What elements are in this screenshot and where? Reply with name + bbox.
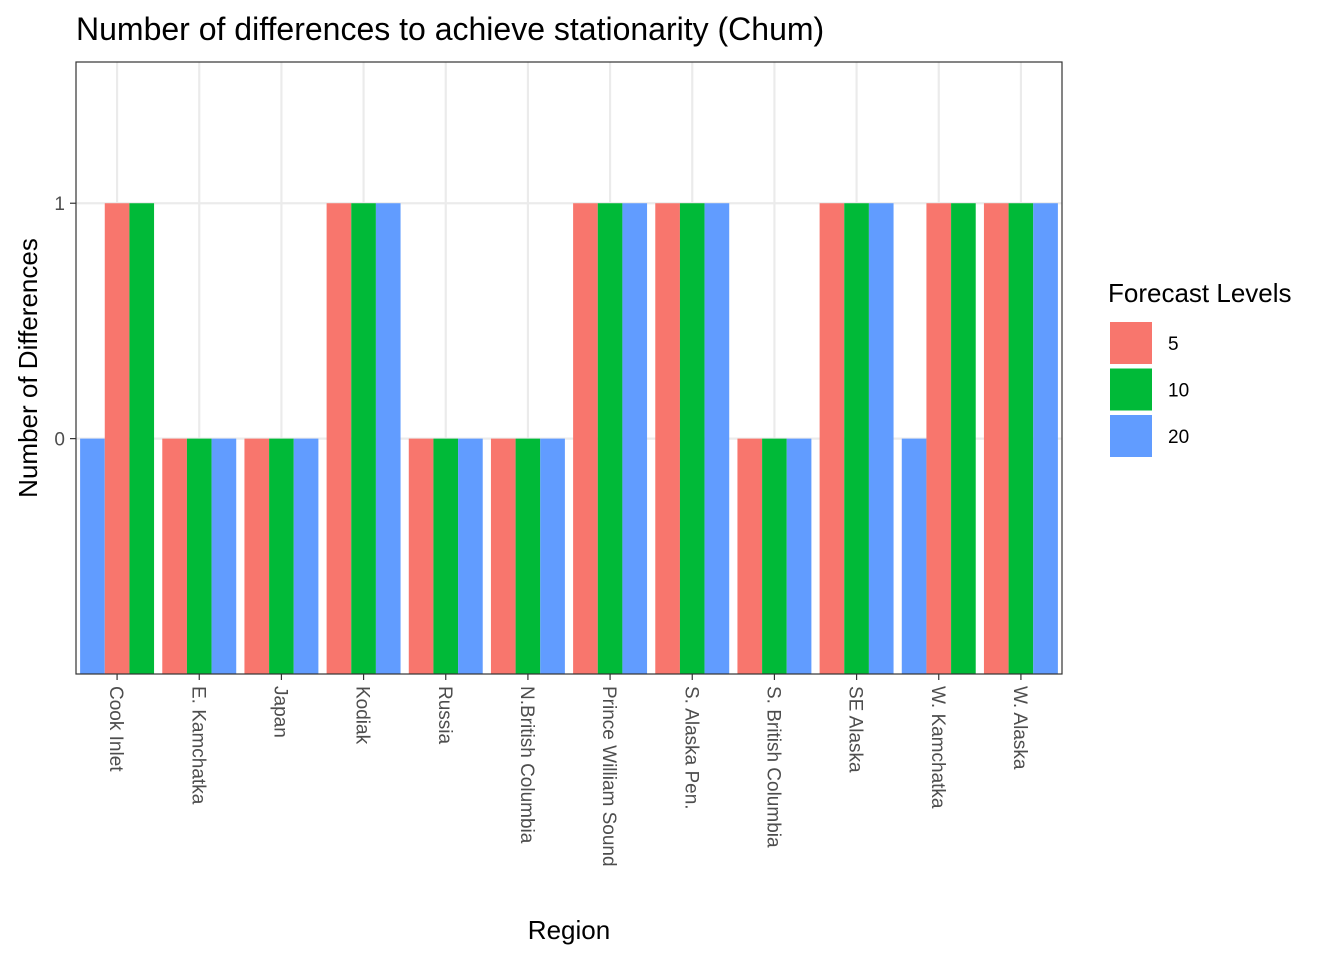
bar (1033, 203, 1058, 674)
y-tick-label: 0 (54, 430, 65, 451)
bar (1008, 203, 1034, 674)
x-tick-label: Russia (434, 686, 455, 745)
bar (926, 203, 952, 674)
bar (622, 203, 648, 674)
bar (375, 203, 401, 674)
x-tick-label: S. Alaska Pen. (680, 686, 701, 810)
legend-key (1110, 368, 1152, 411)
bar (655, 203, 680, 674)
x-tick-label: S. British Columbia (762, 686, 783, 848)
bars (80, 203, 1058, 674)
bar (844, 203, 869, 674)
bar (351, 203, 376, 674)
chart-title: Number of differences to achieve station… (76, 11, 824, 47)
x-tick-label: Prince William Sound (598, 686, 619, 867)
bar (515, 438, 541, 674)
x-tick-label: Kodiak (352, 686, 373, 745)
legend-key (1110, 322, 1152, 364)
legend-label: 20 (1168, 427, 1189, 448)
y-axis-title: Number of Differences (13, 238, 43, 498)
bar (868, 203, 894, 674)
bar (104, 203, 130, 674)
bar (80, 438, 105, 674)
x-tick-label: W. Alaska (1009, 686, 1030, 770)
x-tick-label: SE Alaska (845, 686, 866, 773)
bar (679, 203, 705, 674)
bar (983, 203, 1009, 674)
bar (573, 203, 598, 674)
bar (408, 438, 434, 674)
bar (762, 438, 787, 674)
bar (951, 203, 976, 674)
bar (786, 438, 812, 674)
legend-label: 10 (1168, 381, 1189, 402)
x-axis-title: Region (528, 915, 610, 945)
x-tick-label: E. Kamchatka (187, 686, 208, 805)
plot-panel (76, 62, 1062, 674)
bar (269, 438, 294, 674)
x-tick-label: Cook Inlet (105, 686, 126, 772)
bar (186, 438, 212, 674)
bar (433, 438, 459, 674)
bar (211, 438, 237, 674)
legend-key (1110, 415, 1152, 457)
legend-label: 5 (1168, 334, 1179, 355)
legend: Forecast Levels 5 10 20 (1108, 278, 1292, 457)
x-axis-ticks: Cook Inlet E. Kamchatka Japan Kodiak Russia N… (105, 674, 1030, 867)
bar (704, 203, 730, 674)
bar (129, 203, 155, 674)
legend-title: Forecast Levels (1108, 278, 1292, 308)
x-tick-label: W. Kamchatka (927, 686, 948, 809)
bar (244, 438, 270, 674)
bar (737, 438, 763, 674)
x-tick-label: N.British Columbia (516, 686, 537, 844)
y-tick-label: 1 (54, 194, 65, 215)
y-axis-ticks: 01 (54, 194, 76, 451)
bar (162, 438, 187, 674)
bar (540, 438, 565, 674)
bar (901, 438, 927, 674)
x-tick-label: Japan (269, 686, 290, 738)
bar (597, 203, 623, 674)
bar (458, 438, 483, 674)
bar (326, 203, 352, 674)
bar (819, 203, 845, 674)
bar (490, 438, 516, 674)
bar (293, 438, 319, 674)
plot-border (75, 61, 1063, 675)
